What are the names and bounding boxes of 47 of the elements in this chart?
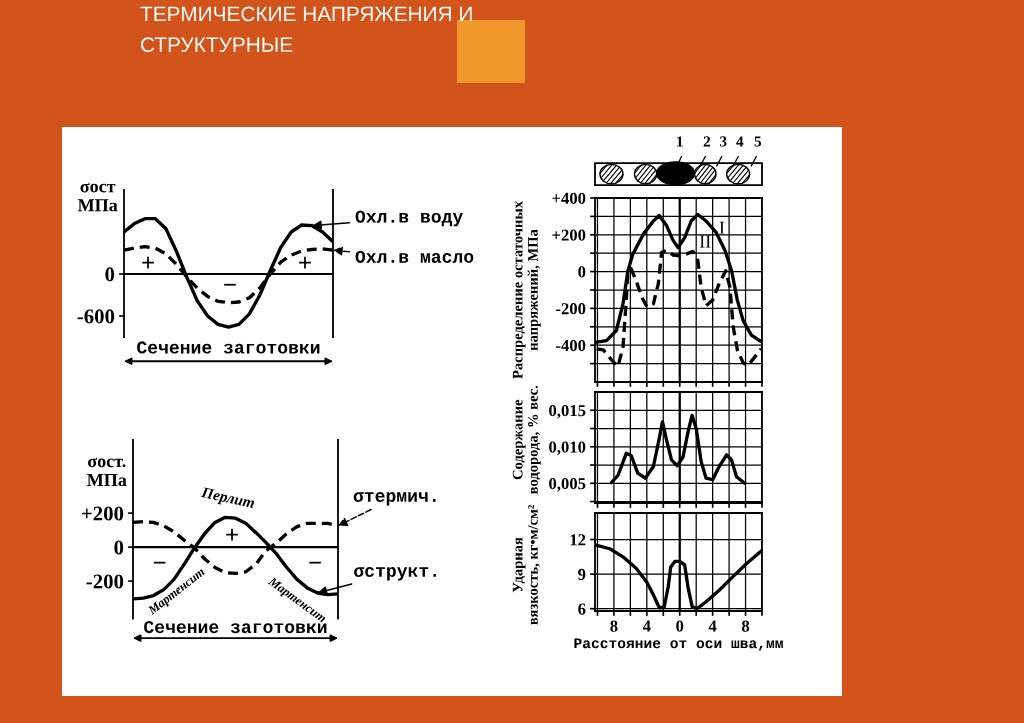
x-tick-label: 4	[642, 620, 651, 632]
annotation: +	[299, 256, 311, 269]
y-tick-label: 6	[578, 603, 586, 615]
y-axis-title: Содержание водорода, % вес.	[512, 385, 541, 494]
x-axis-title: Сечение заготовки	[137, 341, 320, 354]
y-tick-label: 0	[105, 267, 115, 282]
annotation: +	[142, 256, 154, 269]
y-tick-label: -400	[556, 339, 586, 352]
y-tick-label: +200	[81, 506, 124, 521]
y-axis-title: σост МПа	[77, 182, 118, 212]
text: 3	[720, 136, 727, 147]
y-tick-label: -200	[86, 574, 124, 589]
y-tick-label: -200	[556, 303, 586, 315]
series-label: σтермич.	[353, 492, 436, 506]
x-tick-label: 8	[741, 620, 750, 632]
y-tick-label: 0,010	[549, 441, 586, 456]
series-label: σструкт.	[354, 567, 436, 581]
annotation: −	[153, 561, 166, 564]
y-axis-title: σост. МПа	[87, 457, 127, 487]
y-tick-label: +400	[552, 192, 586, 204]
text: 4	[736, 136, 744, 147]
y-tick-label: 0,015	[549, 404, 586, 419]
y-tick-label: 12	[570, 534, 586, 546]
annotation: Перлит	[199, 487, 255, 512]
series-label: II	[699, 235, 711, 248]
legend-label: Охл.в воду	[355, 210, 463, 227]
legend-label: Охл.в масло	[355, 250, 474, 263]
y-tick-label: 0,005	[549, 477, 586, 492]
annotation: +	[226, 528, 238, 541]
x-tick-label: 4	[708, 620, 717, 632]
annotation: −	[309, 561, 321, 564]
series-label: I	[719, 221, 725, 234]
x-tick-label: 0	[676, 620, 684, 632]
text: 2	[703, 136, 711, 147]
text: 5	[754, 136, 762, 147]
x-tick-label: 8	[610, 620, 618, 632]
annotation: −	[224, 283, 236, 286]
y-axis-title: Распределение остаточных напряжений, МПа	[512, 201, 541, 379]
x-axis-title: Расстояние от оси шва,мм	[574, 638, 783, 651]
y-axis-title: Ударная вязкость, кг•м/см²	[512, 505, 540, 625]
text: 1	[677, 136, 683, 147]
y-tick-label: 0	[578, 266, 586, 278]
y-tick-label: -600	[77, 309, 115, 324]
y-tick-label: 9	[578, 568, 586, 581]
y-tick-label: +200	[552, 229, 586, 241]
y-tick-label: 0	[114, 540, 124, 555]
chart-title: ТЕРМИЧЕСКИЕ НАПРЯЖЕНИЯ И СТРУКТУРНЫЕ	[140, 6, 472, 53]
